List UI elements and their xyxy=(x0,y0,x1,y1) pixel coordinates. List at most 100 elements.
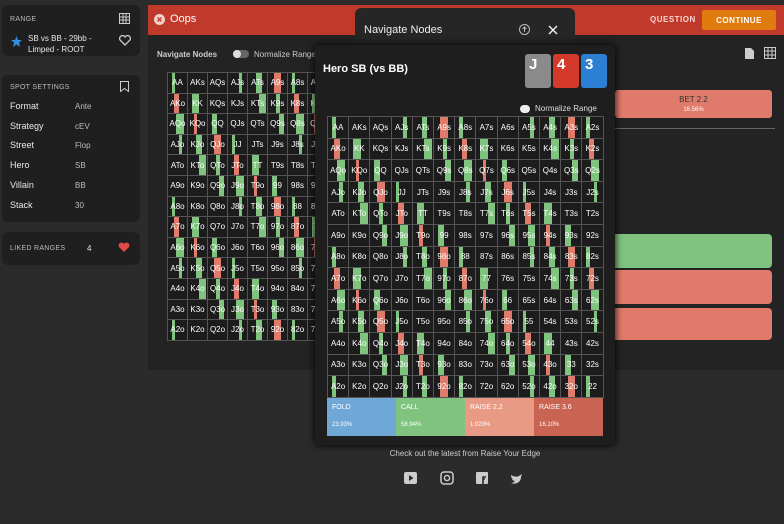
hand-cell[interactable]: J8o xyxy=(227,195,248,218)
hand-cell[interactable]: Q9s xyxy=(267,113,288,135)
action-legend[interactable]: RAISE 3.6 16.10% xyxy=(534,398,603,436)
hand-cell[interactable]: K9o xyxy=(187,175,208,197)
hand-cell[interactable]: 82o xyxy=(287,319,308,341)
hand-cell[interactable]: J7o xyxy=(390,267,413,290)
hand-cell[interactable]: K5o xyxy=(348,310,371,333)
hand-cell[interactable]: T5o xyxy=(247,257,268,279)
hand-cell[interactable]: 64o xyxy=(496,332,519,355)
hand-cell[interactable]: J5o xyxy=(390,310,413,333)
action-bar[interactable] xyxy=(608,308,772,340)
hand-cell[interactable]: 93o xyxy=(267,298,288,321)
hand-cell[interactable]: A9s xyxy=(433,116,456,139)
hand-cell[interactable]: AJo xyxy=(167,133,188,156)
hand-cell[interactable]: Q2s xyxy=(581,159,604,182)
hand-cell[interactable]: Q3o xyxy=(369,353,392,377)
hand-cell[interactable]: QTs xyxy=(247,113,268,135)
hand-cell[interactable]: 96o xyxy=(433,288,456,312)
hand-cell[interactable]: T8o xyxy=(247,195,268,218)
normalize-toggle[interactable] xyxy=(520,105,530,113)
hand-cell[interactable]: A8s xyxy=(287,72,308,94)
hand-cell[interactable]: T3s xyxy=(560,202,583,225)
hand-cell[interactable]: 65o xyxy=(496,310,519,333)
hand-cell[interactable]: 97o xyxy=(267,216,288,238)
hand-cell[interactable]: 86s xyxy=(496,245,519,269)
hand-cell[interactable]: A8o xyxy=(167,195,188,218)
hand-cell[interactable]: 84o xyxy=(287,278,308,300)
hand-cell[interactable]: Q3o xyxy=(207,298,228,321)
hand-cell[interactable]: J3s xyxy=(560,180,583,204)
hand-cell[interactable]: QQ xyxy=(369,159,392,182)
hand-cell[interactable]: 87o xyxy=(454,267,477,290)
hand-cell[interactable]: J9s xyxy=(433,180,456,204)
hand-cell[interactable]: K3s xyxy=(560,137,583,161)
hand-cell[interactable]: AJo xyxy=(327,180,350,204)
hand-cell[interactable]: QTo xyxy=(207,154,228,176)
hand-cell[interactable]: 95s xyxy=(517,224,540,247)
hand-cell[interactable]: T2o xyxy=(411,375,434,398)
hand-cell[interactable]: T3o xyxy=(411,353,434,377)
hand-cell[interactable]: Q8o xyxy=(207,195,228,218)
hand-cell[interactable]: T8s xyxy=(287,154,308,176)
grid-icon[interactable] xyxy=(764,47,776,59)
hand-cell[interactable]: AKo xyxy=(167,92,188,115)
hand-cell[interactable]: 43o xyxy=(539,353,562,377)
hand-cell[interactable]: AJs xyxy=(390,116,413,139)
hand-cell[interactable]: K8s xyxy=(287,92,308,115)
hand-cell[interactable]: T9s xyxy=(433,202,456,225)
hand-cell[interactable]: 87o xyxy=(287,216,308,238)
hand-cell[interactable]: T7o xyxy=(247,216,268,238)
hand-cell[interactable]: T2s xyxy=(581,202,604,225)
hand-cell[interactable]: K8o xyxy=(348,245,371,269)
hand-cell[interactable]: J4s xyxy=(539,180,562,204)
hand-cell[interactable]: J6o xyxy=(390,288,413,312)
hand-cell[interactable]: 53o xyxy=(517,353,540,377)
action-legend[interactable]: RAISE 2.2 1.029% xyxy=(465,398,534,436)
hand-cell[interactable]: 33 xyxy=(560,353,583,377)
hand-cell[interactable]: 85o xyxy=(454,310,477,333)
hand-cell[interactable]: K5s xyxy=(517,137,540,161)
hand-cell[interactable]: A6o xyxy=(167,236,188,259)
hand-cell[interactable]: J2o xyxy=(390,375,413,398)
hand-cell[interactable]: J5s xyxy=(517,180,540,204)
hand-cell[interactable]: 74s xyxy=(539,267,562,290)
hand-cell[interactable]: J9o xyxy=(227,175,248,197)
question-link[interactable]: QUESTION xyxy=(650,15,696,24)
hand-cell[interactable]: 42o xyxy=(539,375,562,398)
hand-cell[interactable]: 52s xyxy=(581,310,604,333)
hand-cell[interactable]: QQ xyxy=(207,113,228,135)
hand-cell[interactable]: A2o xyxy=(167,319,188,341)
hand-cell[interactable]: K4s xyxy=(539,137,562,161)
hand-cell[interactable]: Q8o xyxy=(369,245,392,269)
hand-cell[interactable]: AQo xyxy=(327,159,350,182)
hand-cell[interactable]: K9s xyxy=(433,137,456,161)
hand-cell[interactable]: Q3s xyxy=(560,159,583,182)
hand-cell[interactable]: 87s xyxy=(475,245,498,269)
hand-cell[interactable]: 63o xyxy=(496,353,519,377)
hand-cell[interactable]: 43s xyxy=(560,332,583,355)
up-icon[interactable] xyxy=(519,24,530,35)
hand-cell[interactable]: K6o xyxy=(348,288,371,312)
hand-cell[interactable]: K9o xyxy=(348,224,371,247)
hand-cell[interactable]: J8s xyxy=(287,133,308,156)
hand-cell[interactable]: 52o xyxy=(517,375,540,398)
hand-cell[interactable]: 88 xyxy=(287,195,308,218)
hand-cell[interactable]: 94s xyxy=(539,224,562,247)
hand-cell[interactable]: 92o xyxy=(267,319,288,341)
hand-cell[interactable]: JJ xyxy=(227,133,248,156)
hand-cell[interactable]: J4o xyxy=(390,332,413,355)
hand-cell[interactable]: A4o xyxy=(167,278,188,300)
hand-cell[interactable]: T3o xyxy=(247,298,268,321)
hand-cell[interactable]: 99 xyxy=(267,175,288,197)
hand-cell[interactable]: A3o xyxy=(327,353,350,377)
hand-cell[interactable]: 82o xyxy=(454,375,477,398)
grid-icon[interactable] xyxy=(119,13,130,24)
hand-cell[interactable]: JTs xyxy=(411,180,434,204)
hand-cell[interactable]: AA xyxy=(327,116,350,139)
hand-cell[interactable]: 85s xyxy=(517,245,540,269)
hand-cell[interactable]: J3o xyxy=(390,353,413,377)
hand-cell[interactable]: 54o xyxy=(517,332,540,355)
hand-cell[interactable]: A2s xyxy=(581,116,604,139)
hand-cell[interactable]: K7s xyxy=(475,137,498,161)
normalize-toggle[interactable] xyxy=(233,50,249,58)
hand-cell[interactable]: 54s xyxy=(539,310,562,333)
